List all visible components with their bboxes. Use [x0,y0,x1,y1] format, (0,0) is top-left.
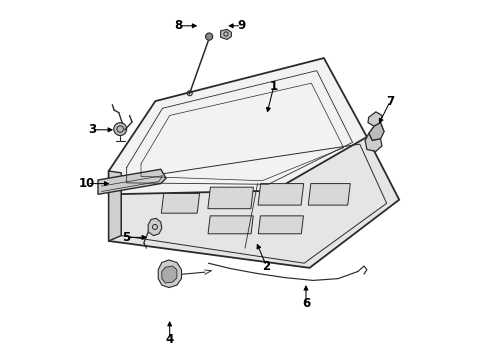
Circle shape [205,33,213,40]
Text: 10: 10 [79,177,96,190]
Polygon shape [109,58,367,194]
Text: 9: 9 [237,19,245,32]
Polygon shape [161,193,199,213]
Text: 5: 5 [122,231,131,244]
Polygon shape [208,216,253,234]
Text: 6: 6 [302,297,310,310]
Polygon shape [98,169,166,194]
Polygon shape [220,30,231,40]
Polygon shape [208,187,253,209]
Text: 3: 3 [89,123,97,136]
Polygon shape [308,184,350,205]
Polygon shape [148,219,162,235]
Polygon shape [158,260,181,288]
Polygon shape [365,134,382,151]
Polygon shape [109,137,399,268]
Polygon shape [162,266,177,283]
Text: 8: 8 [174,19,183,32]
Text: 4: 4 [166,333,174,346]
Text: 1: 1 [270,80,278,93]
Text: 7: 7 [386,95,394,108]
Text: 2: 2 [263,260,270,273]
Polygon shape [258,184,304,205]
Polygon shape [368,112,382,126]
Polygon shape [109,171,122,241]
Polygon shape [368,123,384,140]
Polygon shape [258,216,303,234]
Circle shape [114,123,126,135]
